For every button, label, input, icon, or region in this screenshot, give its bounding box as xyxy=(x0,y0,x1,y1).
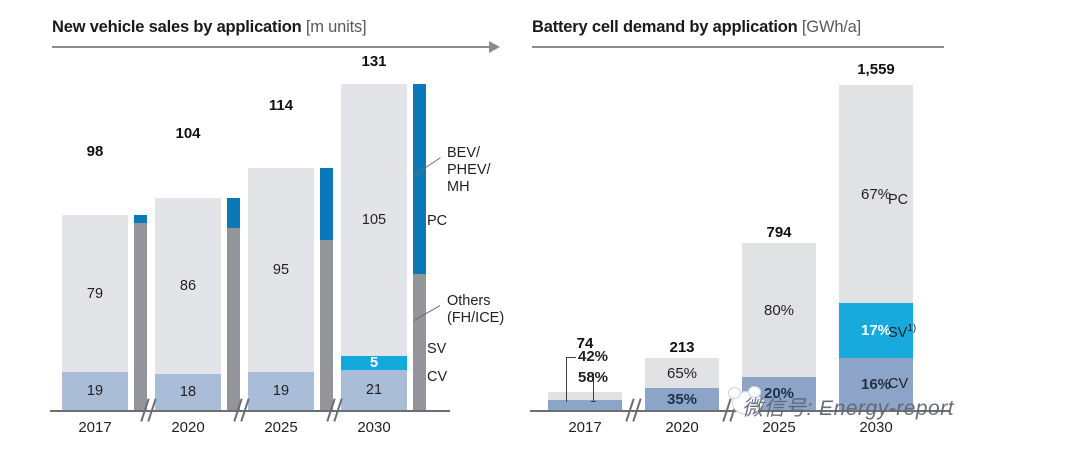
left-total-2025: 114 xyxy=(268,97,294,114)
left-label-cv: CV xyxy=(427,369,448,385)
left-side-column-2025 xyxy=(320,168,333,410)
right-stacked-bar-2025: 80% 20% xyxy=(742,243,816,410)
right-label-cv: CV xyxy=(888,376,909,392)
right-seg-sv-2030: 17% xyxy=(839,303,913,358)
callout-others: Others (FH/ICE) xyxy=(447,293,505,326)
left-panel-unit: [m units] xyxy=(305,18,367,36)
left-chart-panel: New vehicle sales by application [m unit… xyxy=(0,0,520,460)
right-label-pc: PC xyxy=(888,192,909,208)
left-tick-2020: 2020 xyxy=(171,419,205,436)
right-arrow-icon xyxy=(489,41,500,53)
right-stacked-bar-2020: 65% 35% xyxy=(645,358,719,410)
watermark-text: 微信号: Energy-report xyxy=(742,397,955,420)
left-side-bev-2020 xyxy=(227,198,240,228)
right-total-2020: 213 xyxy=(669,339,695,356)
left-stacked-bar-2030: 105 5 21 xyxy=(341,84,407,410)
right-seg-cv-2020: 35% xyxy=(645,388,719,410)
right-seg-cv-2017 xyxy=(548,400,622,410)
left-total-2017: 98 xyxy=(86,143,104,160)
right-tick-2025: 2025 xyxy=(762,419,796,436)
left-panel-title: New vehicle sales by application [m unit… xyxy=(52,18,367,37)
right-seg-pc-2030: 67% xyxy=(839,85,913,303)
left-seg-cv-2017: 19 xyxy=(62,372,128,410)
right-stacked-bar-2017 xyxy=(548,392,622,410)
left-stacked-bar-2020: 86 18 xyxy=(155,198,221,410)
left-stacked-bar-2017: 79 19 xyxy=(62,215,128,410)
right-total-2017: 74 xyxy=(576,335,594,352)
watermark-logo-icon xyxy=(726,385,772,419)
left-seg-sv-2030: 5 xyxy=(341,355,407,371)
right-pct-pc-2017: 42% xyxy=(578,348,609,365)
left-side-column-2030 xyxy=(413,84,426,410)
left-total-2020: 104 xyxy=(175,125,201,142)
right-tick-2017: 2017 xyxy=(568,419,602,436)
right-stacked-bar-2030: 67% 17% 16% xyxy=(839,85,913,410)
left-stacked-bar-2025: 95 19 xyxy=(248,168,314,410)
left-side-column-2020 xyxy=(227,198,240,410)
right-panel-unit: [GWh/a] xyxy=(801,18,862,36)
left-total-2030: 131 xyxy=(361,53,387,70)
left-label-pc: PC xyxy=(427,213,448,229)
right-panel-title-text: Battery cell demand by application xyxy=(532,18,798,36)
right-axis-break-1 xyxy=(625,398,645,422)
left-side-others-2025 xyxy=(320,240,333,410)
right-seg-cv-2030: 16% xyxy=(839,358,913,410)
left-seg-pc-2030: 105 xyxy=(341,84,407,356)
right-seg-pc-2017 xyxy=(548,392,622,400)
left-side-bev-2025 xyxy=(320,168,333,240)
right-label-sv: SV1) xyxy=(888,323,916,341)
left-x-axis xyxy=(50,410,450,412)
leader-stem-cv-2017 xyxy=(590,374,598,402)
right-label-sv-text: SV xyxy=(888,324,908,341)
left-seg-cv-2020: 18 xyxy=(155,374,221,410)
left-tick-2025: 2025 xyxy=(264,419,298,436)
right-tick-2020: 2020 xyxy=(665,419,699,436)
left-seg-pc-2020: 86 xyxy=(155,198,221,374)
left-seg-cv-2030: 21 xyxy=(341,370,407,410)
left-title-rule xyxy=(52,46,492,48)
right-title-rule xyxy=(532,46,944,48)
right-seg-pc-2025: 80% xyxy=(742,243,816,377)
left-seg-pc-2017: 79 xyxy=(62,215,128,372)
left-tick-2030: 2030 xyxy=(357,419,391,436)
left-side-others-2017 xyxy=(134,223,147,410)
left-side-others-2020 xyxy=(227,228,240,410)
left-side-bev-2017 xyxy=(134,215,147,223)
right-tick-2030: 2030 xyxy=(859,419,893,436)
right-label-sv-footnote: 1) xyxy=(907,323,917,334)
right-total-2030: 1,559 xyxy=(857,61,895,78)
left-side-column-2017 xyxy=(134,215,147,410)
leader-hook-pc-2017 xyxy=(566,357,576,402)
right-pct-cv-2017: 58% xyxy=(578,369,609,386)
left-panel-title-text: New vehicle sales by application xyxy=(52,18,302,36)
right-total-2025: 794 xyxy=(766,224,792,241)
left-label-sv: SV xyxy=(427,341,447,357)
left-side-others-2030 xyxy=(413,274,426,410)
callout-bev: BEV/ PHEV/ MH xyxy=(447,145,491,195)
left-seg-pc-2025: 95 xyxy=(248,168,314,372)
left-tick-2017: 2017 xyxy=(78,419,112,436)
right-panel-title: Battery cell demand by application [GWh/… xyxy=(532,18,861,37)
left-side-bev-2030 xyxy=(413,84,426,274)
left-seg-cv-2025: 19 xyxy=(248,372,314,410)
right-seg-pc-2020: 65% xyxy=(645,358,719,388)
